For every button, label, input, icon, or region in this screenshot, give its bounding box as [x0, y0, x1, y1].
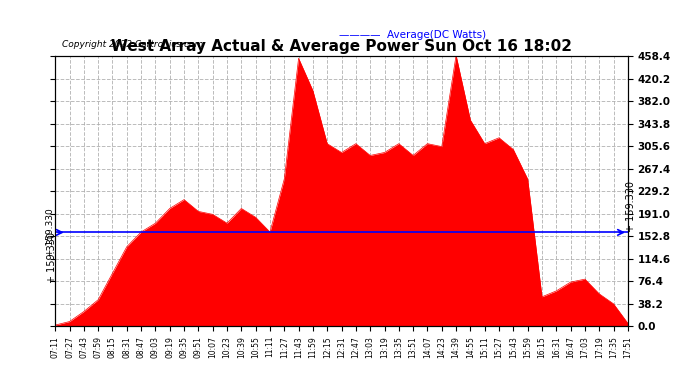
Text: + 159.330: + 159.330 — [48, 232, 57, 284]
Text: ————: ———— — [339, 30, 387, 40]
Text: Copyright 2022 Cartronics.com: Copyright 2022 Cartronics.com — [62, 40, 204, 49]
Text: + 159.330: + 159.330 — [46, 209, 55, 256]
Text: Average(DC Watts): Average(DC Watts) — [387, 30, 486, 40]
Text: + 159.330: + 159.330 — [626, 182, 635, 232]
Title: West Array Actual & Average Power Sun Oct 16 18:02: West Array Actual & Average Power Sun Oc… — [111, 39, 572, 54]
